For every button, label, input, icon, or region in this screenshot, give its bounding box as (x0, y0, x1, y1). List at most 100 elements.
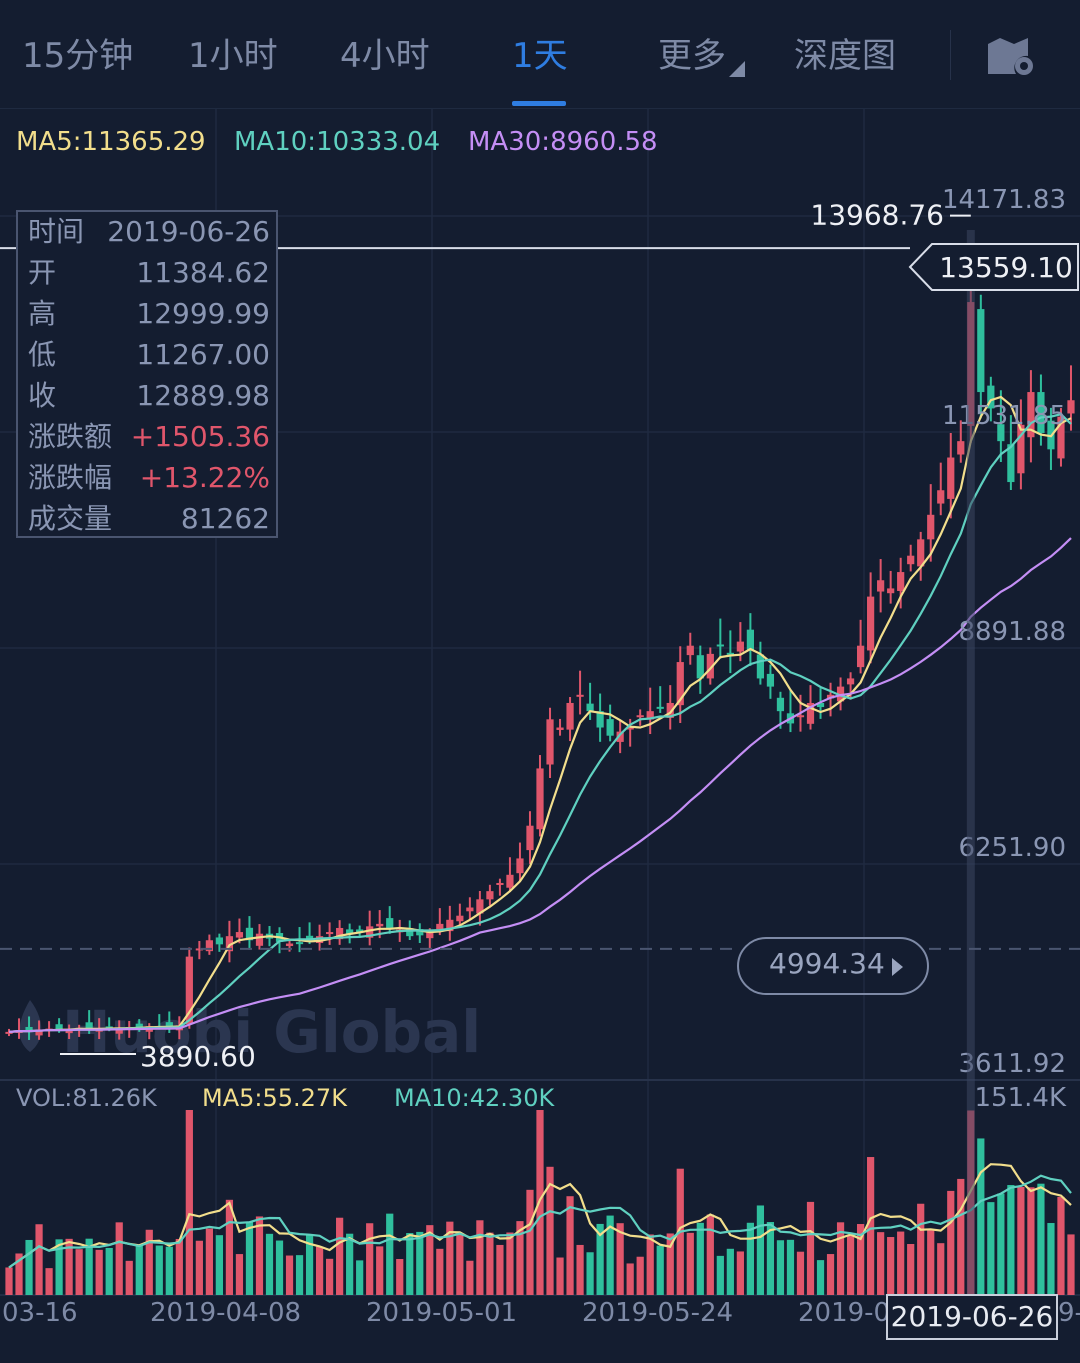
info-row-close: 收 12889.98 (18, 376, 280, 416)
candle-body (846, 678, 855, 685)
info-value: 11267.00 (136, 338, 270, 371)
info-value: 81262 (180, 502, 270, 535)
vol-ma5-line (8, 1163, 1072, 1269)
candle-body (826, 694, 835, 699)
volume-bar (115, 1222, 123, 1295)
info-row-high: 高 12999.99 (18, 294, 280, 334)
active-tab-indicator (512, 101, 566, 106)
candle-body (346, 929, 354, 934)
candle-body (736, 641, 744, 652)
volume-bar (856, 1224, 865, 1295)
volume-bar (897, 1231, 905, 1295)
x-tick-label: 03-16 (2, 1298, 78, 1328)
vol-indicator: VOL:81.26K (16, 1084, 157, 1112)
vol-ma5-indicator: MA5:55.27K (202, 1084, 347, 1112)
info-row-time: 时间 2019-06-26 (18, 212, 280, 252)
candle-body (676, 662, 684, 706)
volume-bar (376, 1246, 384, 1295)
candle-body (666, 702, 674, 718)
candle-body (856, 645, 865, 668)
tab-1hour[interactable]: 1小时 (188, 36, 278, 76)
candle-body (1027, 392, 1035, 438)
candle-body (336, 927, 344, 940)
volume-bar (366, 1223, 374, 1295)
y-tick-label: 6251.90 (958, 833, 1066, 863)
tab-more[interactable]: 更多 (658, 36, 726, 76)
candle-body (626, 727, 634, 730)
info-value: 12999.99 (136, 297, 270, 330)
candle-body (706, 653, 714, 679)
candle-body (937, 490, 945, 504)
volume-bar (957, 1178, 965, 1295)
volume-bar (185, 1110, 193, 1295)
crosshair-price-badge: 13559.10 (908, 243, 1079, 291)
tab-15min[interactable]: 15分钟 (22, 36, 134, 76)
volume-bar (85, 1238, 93, 1295)
chart-settings-icon[interactable] (986, 34, 1036, 78)
candle-body (305, 935, 314, 941)
volume-bar (1017, 1186, 1025, 1295)
volume-bar (586, 1252, 594, 1295)
volume-bar (576, 1244, 584, 1295)
candle-body (536, 768, 544, 830)
candle-body (416, 929, 424, 936)
candle-body (806, 702, 815, 724)
candles (5, 282, 1075, 1040)
candle-body (636, 715, 644, 718)
volume-bar (215, 1235, 224, 1295)
candle-body (356, 929, 364, 933)
volume-bar (486, 1232, 494, 1295)
volume-bar (546, 1166, 554, 1295)
volume-bar (526, 1189, 534, 1295)
info-row-volume: 成交量 81262 (18, 499, 280, 539)
candle-body (1057, 416, 1065, 459)
volume-bar (716, 1255, 724, 1295)
volume-bar (105, 1247, 113, 1295)
candle-body (726, 652, 734, 655)
tab-4hour[interactable]: 4小时 (340, 36, 430, 76)
candle-body (576, 694, 584, 697)
volume-bar (606, 1215, 614, 1295)
tab-depth-chart[interactable]: 深度图 (794, 36, 896, 76)
watermark-text: Huobi Global (62, 998, 481, 1066)
ma30-line (8, 537, 1072, 1033)
tab-1day[interactable]: 1天 (512, 36, 568, 76)
volume-bar (436, 1248, 444, 1295)
volume-bar (816, 1260, 825, 1295)
candle-body (957, 441, 965, 455)
candle-body (867, 596, 875, 651)
volume-bar (626, 1263, 634, 1295)
candle-body (1037, 392, 1045, 433)
volume-bar (466, 1260, 474, 1295)
candle-body (235, 932, 244, 938)
candle-body (796, 715, 805, 718)
candle-body (436, 923, 444, 930)
candle-body (756, 654, 765, 679)
candle-body (997, 424, 1005, 442)
candle-body (486, 891, 494, 900)
play-arrow-icon (892, 958, 903, 976)
x-tick-label: 2019-04-08 (150, 1298, 302, 1328)
ma10-line (8, 412, 1072, 1033)
candle-body (185, 956, 193, 1025)
candle-body (165, 1022, 173, 1027)
volume-bar (396, 1259, 404, 1295)
candle-body (596, 711, 604, 728)
volume-bar (15, 1253, 23, 1295)
volume-bar (1007, 1185, 1015, 1295)
chart-overlay: 14171.83 11531.85 8891.88 6251.90 3611.92 151… (0, 185, 1080, 1295)
candle-body (496, 882, 504, 885)
x-tick-label: 9- (1058, 1298, 1080, 1328)
candle-body (516, 858, 524, 874)
candle-body (135, 1023, 143, 1028)
volume-bar (566, 1196, 574, 1295)
candle-body (716, 644, 724, 647)
volume-bar (265, 1233, 274, 1295)
current-price-tag[interactable]: 4994.34 (737, 937, 929, 995)
candle-body (646, 711, 654, 720)
candle-body (947, 457, 955, 499)
candle-body (586, 703, 594, 712)
info-key: 高 (28, 297, 57, 330)
ma30-indicator: MA30:8960.58 (468, 127, 658, 157)
